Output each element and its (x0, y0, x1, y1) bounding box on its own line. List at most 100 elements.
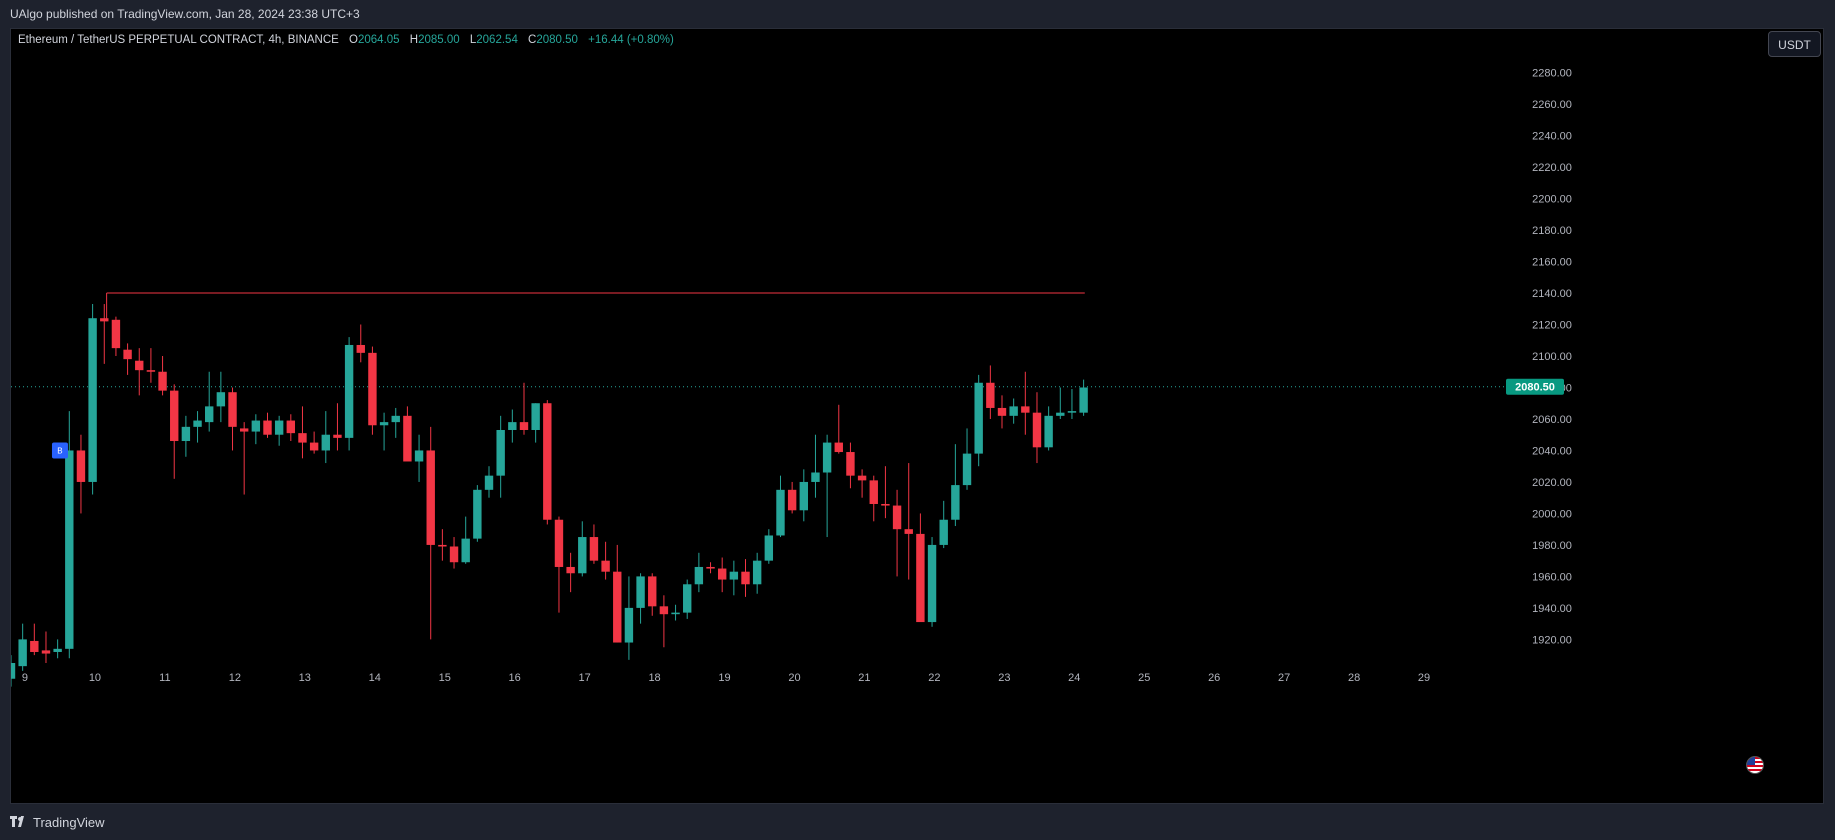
candle-body (776, 489, 785, 536)
x-tick-label: 19 (718, 672, 730, 684)
candle-body (321, 434, 330, 451)
y-tick-label: 1960.00 (1532, 571, 1572, 583)
candle-body (531, 403, 540, 430)
candle-body (939, 519, 948, 545)
candle-body (18, 639, 27, 667)
candle-body (158, 371, 167, 391)
candle-body (962, 453, 972, 486)
candle-body (1021, 406, 1030, 413)
y-tick-label: 2200.00 (1532, 194, 1572, 206)
candle-body (170, 390, 179, 442)
x-tick-label: 29 (1418, 672, 1430, 684)
candle-body (1009, 406, 1018, 416)
candle-body (764, 535, 774, 561)
candle-body (368, 352, 377, 426)
candle-body (76, 450, 86, 482)
candle-body (986, 382, 995, 408)
candle-body (484, 475, 494, 490)
candle-body (239, 428, 249, 432)
candle-body (309, 442, 319, 451)
candle-body (449, 546, 459, 563)
low-label: L (469, 34, 477, 46)
candle-body (1079, 387, 1088, 413)
candle-body (578, 537, 587, 574)
candle-body (997, 407, 1007, 416)
candle-body (333, 434, 342, 438)
y-tick-label: 2220.00 (1532, 162, 1572, 174)
y-tick-label: 2060.00 (1532, 414, 1572, 426)
candle-body (659, 606, 669, 615)
candle-body (496, 429, 505, 476)
candle-body (135, 360, 144, 371)
candle-body (613, 571, 622, 643)
candle-body (706, 566, 715, 569)
high-label: H (409, 34, 419, 46)
last-price-label: 2080.50 (1515, 382, 1555, 394)
x-tick-label: 16 (509, 672, 521, 684)
x-tick-label: 23 (998, 672, 1010, 684)
candle-body (123, 349, 132, 360)
candle-body (100, 318, 109, 322)
x-tick-label: 14 (369, 672, 381, 684)
candle-body (752, 560, 762, 585)
candle-body (344, 344, 354, 438)
signal-marker (51, 442, 68, 459)
candle-body (741, 571, 750, 585)
candle-body (554, 519, 564, 567)
x-tick-label: 20 (788, 672, 800, 684)
candle-body (414, 450, 424, 462)
y-tick-label: 1940.00 (1532, 603, 1572, 615)
high-value: 2085.00 (418, 34, 460, 46)
candle-body (519, 422, 529, 430)
price-chart[interactable]: 1920.00 1940.00 1960.00 1980.00 2000.00 2020.… (11, 29, 1823, 803)
publish-header: UAlgo published on TradingView.com, Jan … (0, 0, 1835, 28)
x-tick-label: 11 (159, 672, 170, 684)
candle-body (974, 382, 983, 454)
candle-body (951, 485, 960, 520)
candle-body (648, 576, 657, 607)
candle-body (508, 422, 517, 430)
x-tick-label: 17 (578, 672, 590, 684)
tradingview-brand[interactable]: TradingView (10, 815, 105, 830)
candle-body (228, 392, 237, 427)
x-tick-label: 18 (648, 672, 660, 684)
candle-body (298, 433, 307, 443)
chart-frame[interactable]: 1920.00 1940.00 1960.00 1980.00 2000.00 2020.… (10, 28, 1824, 804)
footer: TradingView (0, 808, 1835, 840)
candle-body (636, 576, 645, 608)
close-label: C (528, 34, 537, 46)
candle-body (41, 650, 51, 654)
y-tick-label: 2260.00 (1532, 99, 1572, 111)
y-tick-label: 2040.00 (1532, 445, 1572, 457)
candle-body (111, 319, 121, 349)
us-flag-icon[interactable] (1746, 756, 1764, 774)
publish-info: UAlgo published on TradingView.com, Jan … (10, 7, 360, 21)
candle-body (881, 503, 890, 506)
candle-body (274, 420, 284, 435)
candle-body (193, 420, 202, 427)
candle-body (869, 480, 878, 504)
candle-body (904, 529, 913, 534)
candle-body (263, 420, 272, 435)
x-tick-label: 27 (1278, 672, 1290, 684)
x-tick-label: 24 (1068, 672, 1080, 684)
brand-name: TradingView (33, 815, 105, 830)
currency-button[interactable]: USDT (1768, 31, 1821, 57)
y-tick-label: 2280.00 (1532, 68, 1572, 80)
y-tick-label: 2120.00 (1532, 320, 1572, 332)
candle-body (205, 406, 214, 423)
candle-body (671, 612, 680, 615)
y-tick-label: 1980.00 (1532, 540, 1572, 552)
candle-body (892, 505, 902, 530)
candle-body (461, 538, 470, 563)
candle-body (846, 452, 855, 476)
x-tick-label: 25 (1138, 672, 1150, 684)
candle-body (799, 481, 808, 511)
x-tick-label: 15 (439, 672, 451, 684)
candle-body (543, 403, 552, 520)
candle-body (717, 568, 727, 580)
candle-body (811, 472, 820, 482)
change-value: +16.44 (+0.80%) (588, 34, 674, 46)
candle-body (473, 489, 482, 539)
candle-body (216, 392, 226, 407)
